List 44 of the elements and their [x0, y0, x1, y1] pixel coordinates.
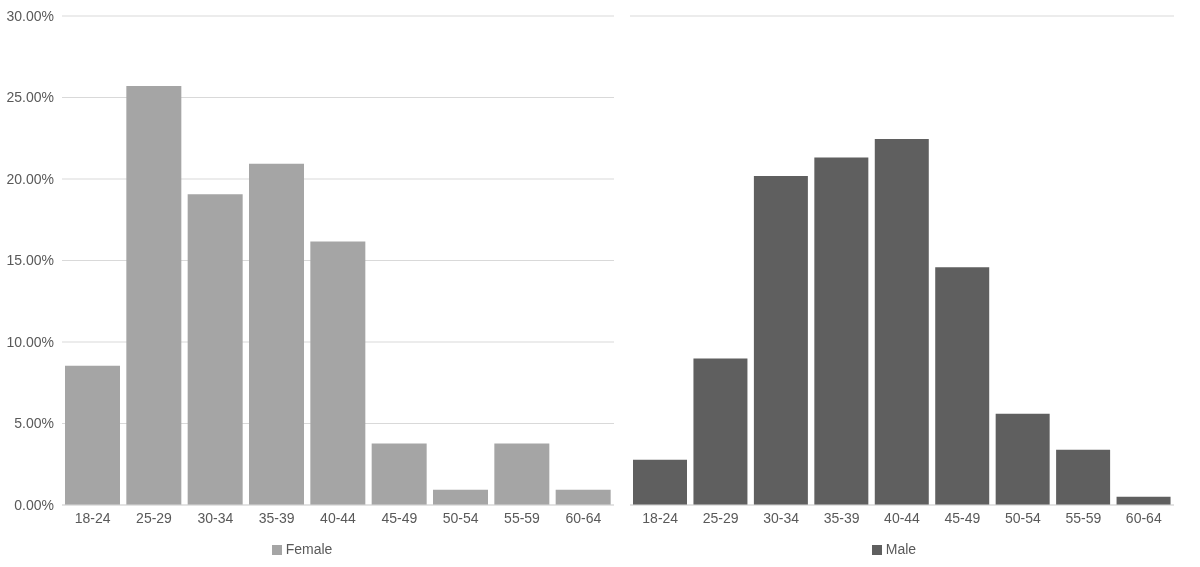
- y-tick-label: 15.00%: [6, 252, 54, 269]
- x-tick-label: 40-44: [884, 509, 921, 526]
- x-tick-label: 35-39: [258, 509, 295, 526]
- y-tick-label: 0.00%: [14, 496, 54, 513]
- bar: [633, 459, 687, 505]
- bar: [814, 157, 869, 505]
- x-tick-label: 50-54: [1004, 509, 1041, 526]
- bar: [249, 163, 304, 505]
- bar: [693, 358, 748, 505]
- x-tick-label: 30-34: [197, 509, 234, 526]
- bar: [935, 267, 990, 505]
- x-tick-label: 18-24: [74, 509, 111, 526]
- bar: [1056, 449, 1111, 505]
- x-tick-label: 18-24: [642, 509, 679, 526]
- y-tick-label: 10.00%: [6, 333, 54, 350]
- y-tick-label: 25.00%: [6, 89, 54, 106]
- bar: [371, 443, 427, 505]
- x-tick-label: 25-29: [702, 509, 739, 526]
- x-tick-label: 45-49: [944, 509, 981, 526]
- y-tick-label: 20.00%: [6, 170, 54, 187]
- x-tick-label: 55-59: [1065, 509, 1102, 526]
- x-tick-label: 60-64: [565, 509, 602, 526]
- bar: [753, 175, 808, 505]
- legend-label: Female: [285, 541, 333, 557]
- x-tick-label: 60-64: [1125, 509, 1162, 526]
- x-tick-label: 35-39: [823, 509, 860, 526]
- x-tick-label: 25-29: [136, 509, 173, 526]
- bar: [874, 139, 929, 505]
- bar: [187, 194, 243, 505]
- bar: [126, 86, 182, 505]
- bar: [555, 489, 611, 505]
- y-tick-label: 30.00%: [6, 7, 54, 24]
- bar: [995, 413, 1050, 505]
- legend-label: Male: [885, 541, 917, 557]
- bar: [310, 241, 366, 505]
- y-tick-label: 5.00%: [14, 415, 54, 432]
- x-tick-label: 45-49: [381, 509, 418, 526]
- x-tick-label: 50-54: [442, 509, 479, 526]
- x-tick-label: 40-44: [320, 509, 357, 526]
- bar: [65, 365, 120, 505]
- bar: [494, 443, 550, 505]
- x-tick-label: 30-34: [763, 509, 800, 526]
- x-tick-label: 55-59: [504, 509, 541, 526]
- bar: [433, 489, 488, 505]
